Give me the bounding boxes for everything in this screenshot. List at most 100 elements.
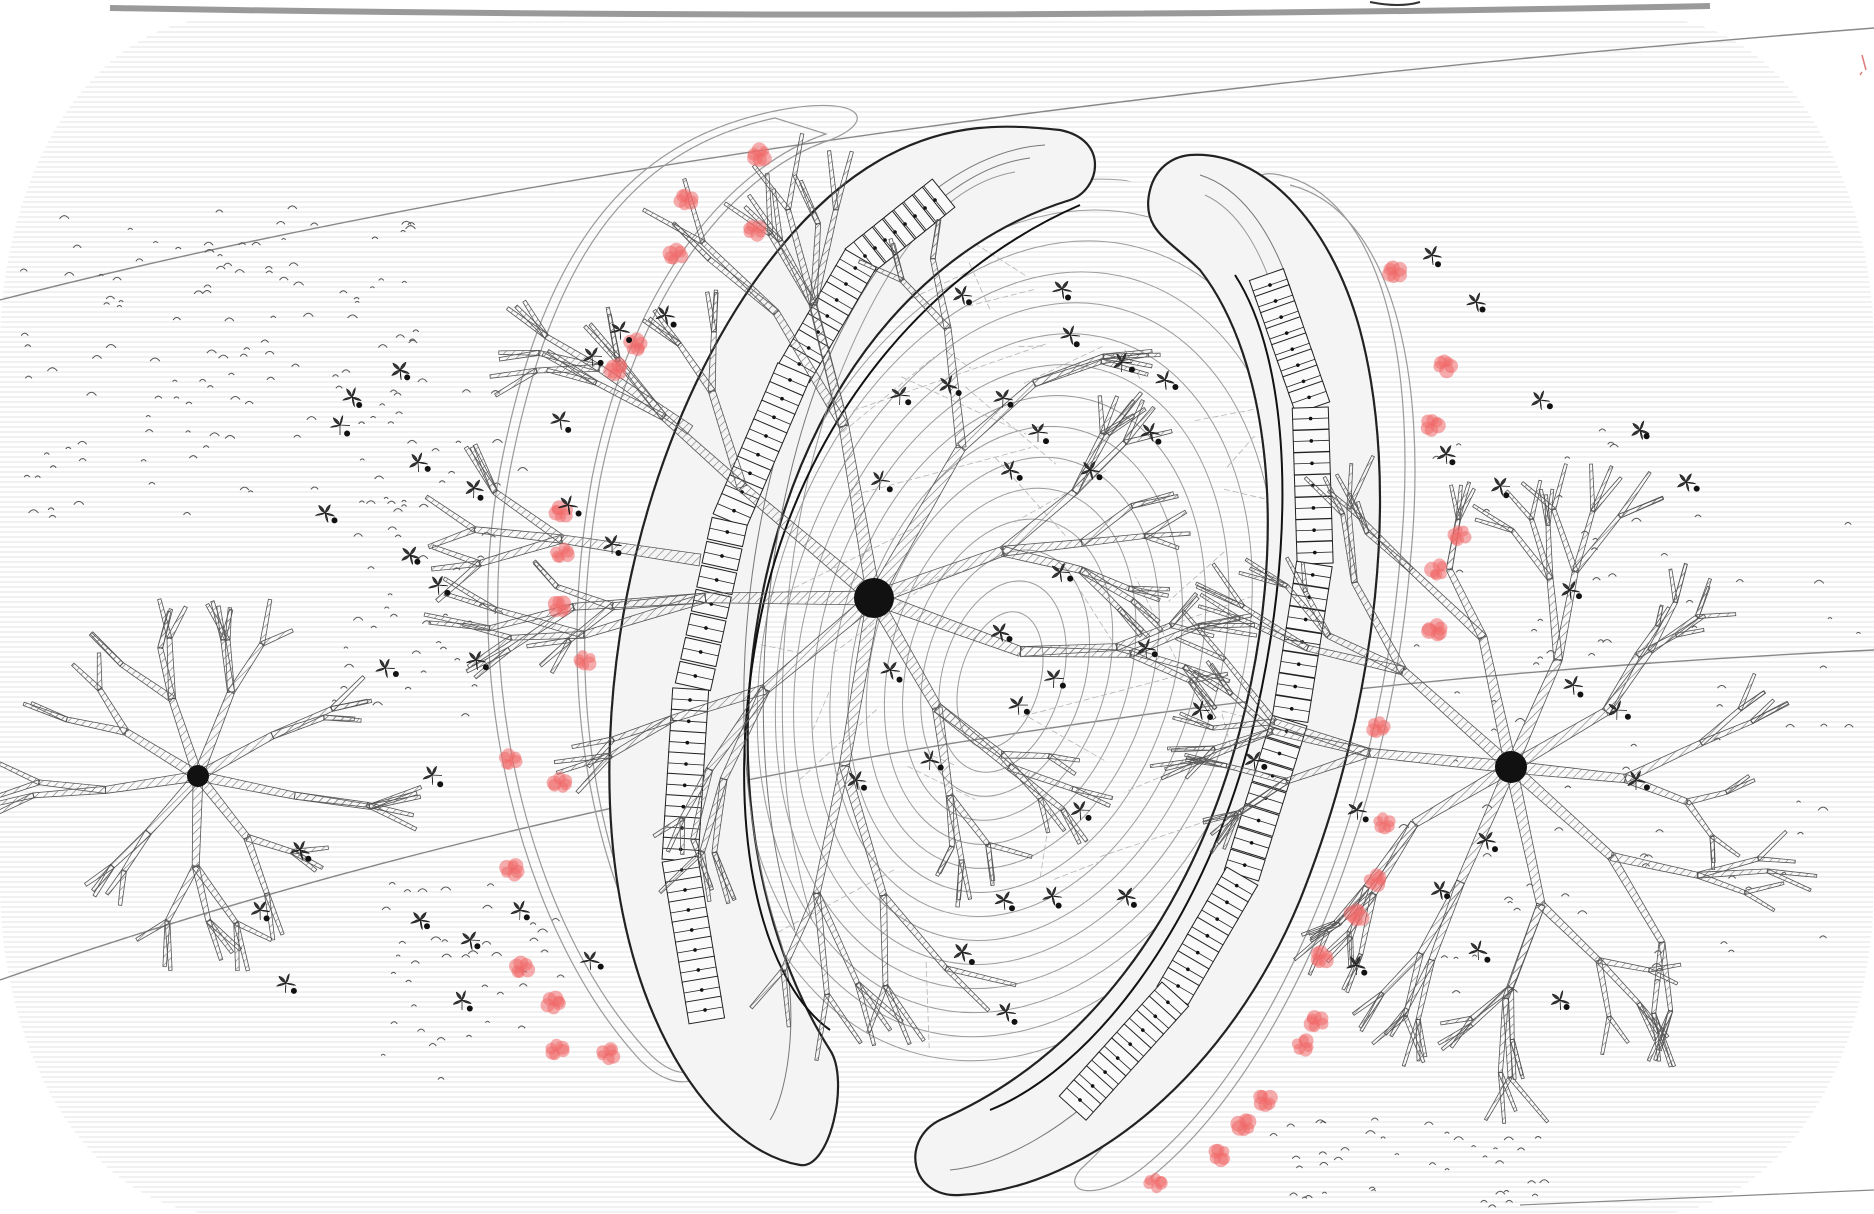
ground-mark	[411, 1004, 417, 1007]
branch-segment	[749, 967, 786, 1010]
leaf-cluster-icon	[1140, 422, 1162, 445]
ground-mark	[1455, 443, 1462, 446]
branch-segment	[1743, 881, 1785, 895]
ground-mark	[390, 971, 397, 975]
ground-mark	[372, 701, 383, 706]
ground-mark	[481, 984, 489, 988]
scribble-line	[812, 692, 830, 730]
branch-segment	[1600, 1015, 1612, 1056]
branch-segment	[329, 675, 366, 712]
ground-mark	[1539, 1179, 1550, 1184]
ground-mark	[448, 470, 456, 474]
scribble-line	[1023, 345, 1105, 384]
bench-cell	[668, 730, 707, 756]
pink-blossom-icon	[1230, 1113, 1257, 1137]
scribble-line	[1070, 575, 1115, 645]
ground-mark	[442, 613, 449, 616]
bench-cell	[1271, 694, 1312, 724]
branch-segment	[943, 966, 991, 1013]
ground-mark	[431, 448, 440, 452]
branch-segment	[1415, 1018, 1421, 1062]
ground-mark	[239, 486, 250, 491]
ground-mark	[118, 300, 124, 303]
ground-mark	[224, 317, 235, 322]
ground-mark	[234, 269, 245, 274]
ground-mark	[310, 486, 319, 490]
branch-segment	[1750, 701, 1790, 725]
leaf-cluster-icon	[1008, 695, 1030, 716]
pink-blossom-icon	[1447, 525, 1472, 547]
ground-mark	[248, 490, 254, 493]
ground-mark	[335, 385, 343, 389]
branch-segment	[1182, 664, 1219, 693]
ground-mark	[1492, 1147, 1498, 1150]
ground-mark	[1602, 639, 1612, 643]
leaf-cluster-icon	[314, 504, 338, 524]
leaf-cluster-icon	[342, 387, 363, 408]
leaf-cluster-icon	[994, 891, 1015, 912]
branch-segment	[571, 736, 615, 750]
ground-mark	[78, 458, 87, 462]
leaf-cluster-icon	[409, 452, 431, 473]
bench-cell	[1258, 736, 1301, 771]
leaf-cluster-icon	[655, 305, 677, 328]
bench-cell	[706, 516, 748, 548]
ground-mark	[1371, 1189, 1377, 1192]
branch-segment	[0, 779, 41, 798]
leaf-cluster-icon	[422, 765, 444, 788]
ground-mark	[1444, 1131, 1450, 1134]
ground-mark	[1451, 990, 1461, 994]
scribble-line	[785, 522, 925, 593]
ground-mark	[491, 952, 502, 957]
ground-mark	[145, 429, 154, 433]
ground-mark	[1503, 1136, 1514, 1141]
leaf-cluster-icon	[250, 901, 271, 922]
branch-segment	[1545, 488, 1555, 526]
ground-mark	[1720, 941, 1728, 945]
pink-blossom-icon	[1310, 945, 1334, 969]
branch-segment	[1551, 508, 1579, 573]
scribble-line	[1022, 673, 1186, 717]
branch-segment	[705, 291, 717, 333]
ground-mark	[481, 941, 492, 945]
branch-segment	[955, 859, 965, 908]
bench-cell	[1295, 518, 1333, 543]
branch-segment	[929, 219, 942, 260]
ground-mark	[529, 937, 539, 942]
branch-segment	[647, 316, 682, 347]
branch-segment	[135, 918, 170, 942]
ground-mark	[390, 1021, 398, 1025]
branch-segment	[96, 652, 103, 690]
branch-segment	[0, 792, 35, 806]
branch-segment	[880, 892, 949, 971]
ground-mark	[65, 446, 72, 450]
bench-cell	[1293, 451, 1331, 476]
branch-segment	[71, 662, 102, 692]
pink-blossom-icon	[1291, 1033, 1314, 1057]
leaf-cluster-icon	[427, 575, 451, 596]
pink-blossom-icon	[1343, 903, 1370, 927]
pink-blossom-icon	[550, 542, 575, 563]
leaf-cluster-icon	[939, 375, 962, 396]
branch-segment	[427, 526, 477, 550]
ground-mark	[417, 1028, 426, 1032]
ground-mark	[377, 344, 388, 348]
ground-mark	[537, 928, 549, 933]
ground-mark	[276, 220, 286, 225]
branch-segment	[538, 637, 572, 668]
ground-mark	[387, 593, 393, 596]
branch-segment	[1551, 463, 1568, 511]
ground-mark	[412, 329, 420, 333]
branch-segment	[1211, 562, 1246, 609]
ground-mark	[1531, 1193, 1539, 1197]
branch-segment	[679, 817, 686, 855]
ground-mark	[86, 391, 97, 396]
bench-cell	[1133, 995, 1177, 1038]
ground-mark	[34, 475, 41, 479]
branch-segment	[1623, 739, 1703, 783]
leaf-cluster-icon	[602, 534, 623, 556]
contour-ring	[938, 580, 1067, 773]
pink-blossom-icon	[498, 748, 523, 770]
ground-mark	[517, 467, 529, 472]
ground-mark	[343, 646, 349, 649]
